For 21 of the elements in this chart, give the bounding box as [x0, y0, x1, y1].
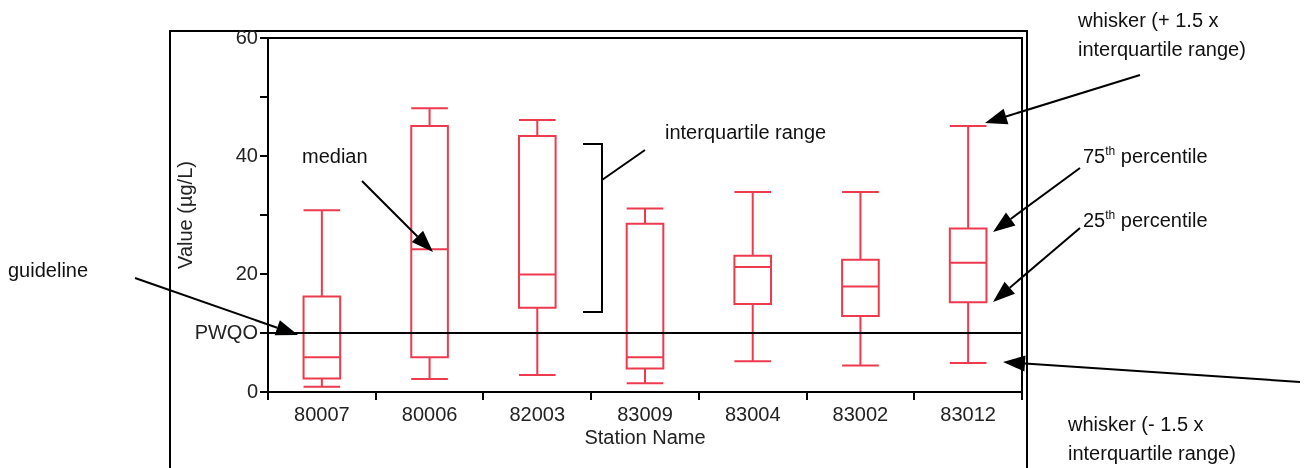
y-axis-title: Value (µg/L) — [173, 161, 196, 269]
x-tick-label: 80007 — [294, 402, 350, 425]
x-tick-label: 83004 — [724, 402, 781, 425]
annotation: interquartile range — [665, 120, 827, 145]
y-tick-label: 20 — [235, 261, 258, 284]
annotation: median — [302, 144, 368, 169]
x-tick-label: 83012 — [940, 402, 996, 425]
text: guideline — [8, 258, 89, 283]
x-tick-label: 83009 — [617, 402, 673, 425]
x-axis-title: Station Name — [584, 425, 706, 448]
text: 75$^{th}$ percentile — [1083, 143, 1208, 169]
y-tick-label: 40 — [235, 143, 258, 166]
x-tick-label: 82003 — [509, 402, 566, 425]
y-tick-label: 60 — [235, 25, 258, 48]
y-tick-label: PWQO — [194, 320, 258, 343]
x-tick-label: 80006 — [401, 402, 458, 425]
x-tick-label: 83002 — [832, 402, 889, 425]
text: 25$^{th}$ percentile — [1083, 207, 1208, 233]
text: whisker (+ 1.5 x interquartile range) — [1078, 8, 1247, 62]
text: whisker (- 1.5 x interquartile range) — [1068, 412, 1237, 466]
y-tick-label: 0 — [246, 379, 258, 402]
